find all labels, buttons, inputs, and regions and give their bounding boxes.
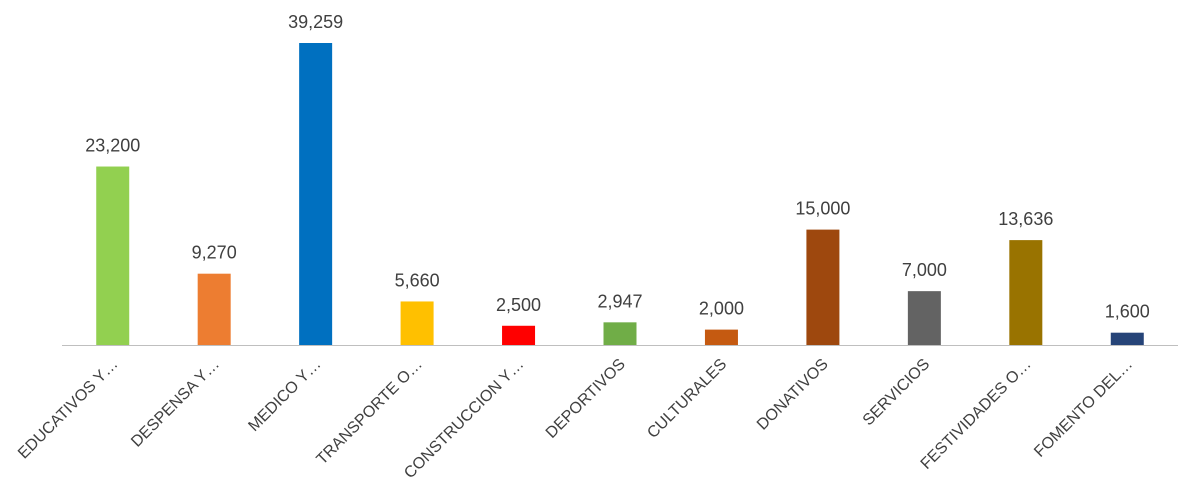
x-tick-label: FOMENTO DEL…: [1031, 356, 1136, 461]
bar: [806, 229, 840, 345]
data-label: 15,000: [795, 199, 850, 219]
x-tick-label: CULTURALES: [644, 356, 730, 442]
data-label: 2,000: [699, 299, 744, 319]
value-labels-group: 23,200 9,270 39,259 5,660 2,500 2,947 2,000 15,…: [85, 12, 1150, 322]
data-label: 1,600: [1105, 302, 1150, 322]
data-label: 23,200: [85, 136, 140, 156]
x-tick-label: EDUCATIVOS Y…: [15, 356, 122, 463]
bar: [907, 291, 941, 345]
x-tick-label: DEPORTIVOS: [543, 356, 629, 442]
x-tick-label: FESTIVIDADES O…: [918, 356, 1035, 473]
bar: [603, 322, 637, 345]
x-tick-label: DONATIVOS: [754, 356, 832, 434]
bar: [299, 43, 333, 345]
bar: [704, 329, 738, 345]
x-tick-label: CONSTRUCCION Y…: [401, 356, 527, 482]
data-label: 7,000: [902, 260, 947, 280]
data-label: 13,636: [998, 209, 1053, 229]
data-label: 2,947: [597, 291, 642, 311]
data-label: 39,259: [288, 12, 343, 32]
x-tick-labels-group: EDUCATIVOS Y… DESPENSA Y… MEDICO Y…TRANSPO…: [15, 356, 1136, 482]
bars-group: [96, 43, 1144, 345]
bar: [1009, 240, 1043, 345]
data-label: 2,500: [496, 295, 541, 315]
bar: [502, 325, 536, 345]
x-tick-label: DESPENSA Y…: [128, 356, 223, 451]
bar: [1110, 332, 1144, 345]
bar: [197, 273, 231, 345]
bar: [400, 301, 434, 345]
x-tick-label: SERVICIOS: [860, 356, 933, 429]
data-label: 9,270: [192, 243, 237, 263]
x-tick-label: MEDICO Y…: [245, 356, 324, 435]
data-label: 5,660: [395, 270, 440, 290]
x-tick-label: TRANSPORTE O…: [314, 356, 426, 468]
bar: [96, 166, 130, 345]
